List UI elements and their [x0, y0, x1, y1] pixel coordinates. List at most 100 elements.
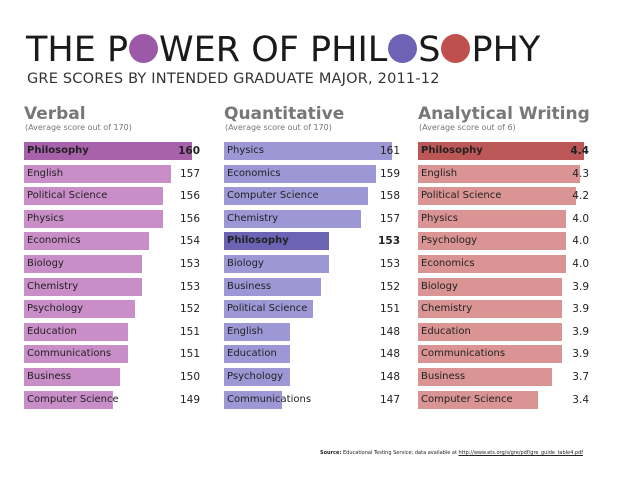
bar [224, 368, 290, 386]
bar [418, 277, 562, 296]
bar-value: 3.4 [572, 393, 589, 406]
bar-row: Psychology 4.0 [418, 232, 589, 251]
bar-row: Psychology 152 [24, 300, 200, 319]
bar [418, 390, 538, 409]
bar-label: Business [27, 371, 72, 382]
bar-value: 4.0 [572, 212, 589, 225]
bar-value: 4.4 [570, 145, 589, 157]
bar-row: Communications 147 [224, 390, 400, 409]
bar-row: Political Science 151 [224, 300, 400, 319]
bar-row: English 4.3 [418, 164, 589, 183]
source-link[interactable]: http://www.ets.org/s/gre/pdf/gre_guide_t… [458, 450, 584, 456]
bar-label: English [421, 167, 458, 179]
bar-row: Physics 161 [224, 142, 400, 160]
bar-label: Business [227, 280, 272, 292]
bar-row: English 148 [224, 322, 400, 341]
bar-value: 152 [379, 280, 400, 293]
bar [224, 187, 368, 206]
bar-value: 161 [379, 145, 400, 157]
bar-value: 3.9 [572, 325, 589, 338]
bar-label: Economics [421, 258, 475, 269]
bar-row: Economics 159 [224, 164, 400, 183]
bar [224, 322, 290, 341]
bar [418, 142, 584, 160]
bar-value: 153 [179, 258, 200, 270]
bar-label: Chemistry [421, 303, 473, 315]
bar-row: Biology 3.9 [418, 277, 589, 296]
bar-row: Biology 153 [24, 255, 200, 273]
bar-row: Computer Science 158 [224, 187, 400, 206]
bar [24, 368, 120, 386]
bar [418, 368, 552, 386]
bar-label: Education [227, 348, 277, 360]
bar-label: Computer Science [27, 393, 119, 405]
bar-value: 149 [179, 393, 200, 406]
bar-label: Psychology [27, 303, 84, 315]
source-note: Source: Educational Testing Service; dat… [320, 450, 583, 456]
bar [224, 390, 282, 409]
bar [224, 232, 329, 251]
chart-subtitle: (Average score out of 6) [419, 123, 516, 132]
bar-label: Physics [421, 212, 458, 224]
bar-row: Philosophy 4.4 [418, 142, 589, 160]
bar [418, 300, 562, 319]
chart-title: Verbal [24, 104, 86, 124]
bar [224, 209, 361, 228]
bar-label: Biology [421, 280, 458, 292]
bar-row: Economics 4.0 [418, 255, 589, 273]
bar-row: Physics 156 [24, 209, 200, 228]
bar [418, 187, 576, 206]
bar-label: Physics [227, 145, 264, 156]
page-subtitle: GRE SCORES BY INTENDED GRADUATE MAJOR, 2… [27, 71, 440, 87]
bar-value: 160 [178, 145, 200, 157]
bar [24, 300, 135, 319]
bar-label: Philosophy [227, 235, 289, 247]
chart-subtitle: (Average score out of 170) [25, 123, 132, 132]
bar-row: Economics 154 [24, 232, 200, 251]
bar-value: 3.7 [572, 371, 589, 383]
bar [24, 322, 128, 341]
bar-row: Education 148 [224, 345, 400, 364]
quantitative-chart: Quantitative (Average score out of 170) … [224, 104, 404, 414]
bar-label: Computer Science [421, 393, 513, 405]
bar-label: Chemistry [27, 280, 79, 292]
bar-row: English 157 [24, 164, 200, 183]
bar-label: English [227, 325, 264, 337]
bar-row: Computer Science 149 [24, 390, 200, 409]
bar-row: Political Science 4.2 [418, 187, 589, 206]
bar-value: 147 [379, 393, 400, 406]
bar-row: Education 151 [24, 322, 200, 341]
bar-value: 157 [179, 167, 200, 180]
bar-label: Communications [27, 348, 112, 360]
o-circle-icon [441, 34, 471, 63]
bar-value: 4.3 [572, 167, 589, 180]
bar [24, 255, 142, 273]
bar-label: English [27, 167, 64, 179]
bar-row: Political Science 156 [24, 187, 200, 206]
bar-value: 3.9 [572, 280, 589, 293]
bar-label: Economics [27, 235, 81, 247]
bar-label: Political Science [421, 190, 502, 202]
bar-value: 153 [379, 258, 400, 270]
bar [24, 277, 142, 296]
bar-value: 154 [179, 235, 200, 248]
bar [224, 345, 290, 364]
o-circle-icon [388, 34, 418, 63]
bar-row: Chemistry 3.9 [418, 300, 589, 319]
bar-label: Economics [227, 167, 281, 179]
bar-label: Computer Science [227, 190, 319, 202]
bar [224, 300, 313, 319]
bar-value: 151 [179, 348, 200, 361]
bar-value: 153 [378, 235, 400, 248]
bar-value: 3.9 [572, 348, 589, 361]
bar [24, 345, 128, 364]
bar-value: 151 [379, 303, 400, 316]
bar-value: 3.9 [572, 303, 589, 316]
bar [418, 209, 566, 228]
bar-value: 4.2 [572, 190, 589, 203]
o-circle-icon [129, 34, 159, 63]
bar-value: 152 [179, 303, 200, 316]
bar-label: Philosophy [421, 145, 483, 156]
source-text: Educational Testing Service; data availa… [343, 450, 457, 456]
bar-label: Communications [421, 348, 506, 360]
